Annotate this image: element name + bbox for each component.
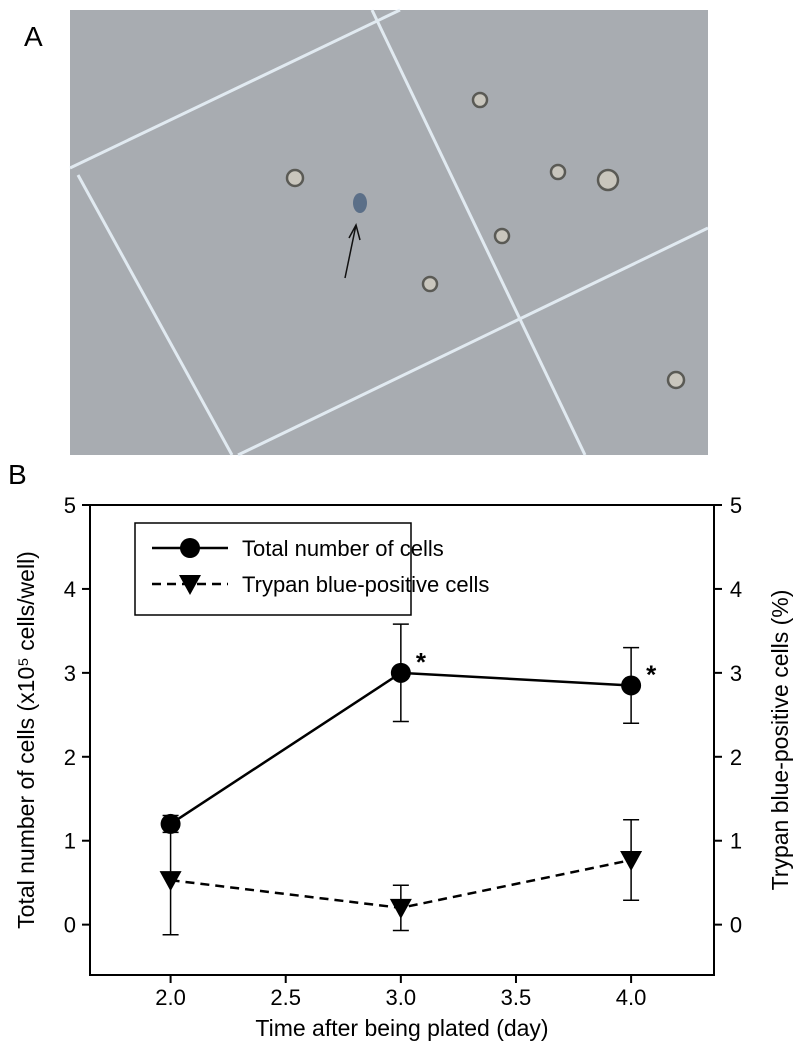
- plot-frame: [89, 504, 715, 976]
- x-tick-label: 2.0: [155, 985, 186, 1010]
- y2-tick-label: 4: [730, 577, 742, 602]
- x-axis-label: Time after being plated (day): [255, 1015, 548, 1041]
- annotation: *: [646, 659, 657, 689]
- micrograph: [69, 8, 709, 457]
- y2-tick-label: 2: [730, 745, 742, 770]
- annotation: *: [416, 647, 427, 677]
- marker: [159, 871, 182, 892]
- legend-label: Trypan blue-positive cells: [242, 572, 489, 597]
- stained-cell: [353, 193, 367, 213]
- x-tick-label: 4.0: [616, 985, 647, 1010]
- y-tick-label: 3: [64, 661, 76, 686]
- y-tick-label: 1: [64, 829, 76, 854]
- marker: [389, 898, 412, 919]
- y-tick-label: 0: [64, 913, 76, 938]
- x-tick-label: 3.0: [386, 985, 417, 1010]
- y2-tick-label: 1: [730, 829, 742, 854]
- panel-label: A: [24, 21, 43, 52]
- marker: [621, 675, 642, 696]
- legend-marker: [179, 575, 201, 595]
- y2-tick-label: 0: [730, 913, 742, 938]
- legend-marker: [180, 538, 200, 558]
- y-tick-label: 5: [64, 493, 76, 518]
- y-tick-label: 2: [64, 745, 76, 770]
- legend-box: [134, 522, 412, 616]
- x-tick-label: 3.5: [501, 985, 532, 1010]
- cells: [285, 91, 686, 390]
- y-axis-label: Total number of cells (x10⁵ cells/well): [13, 551, 39, 929]
- arrow: [344, 222, 361, 279]
- grid-lines-photo: [69, 8, 709, 457]
- panel-label: B: [8, 459, 27, 490]
- y2-tick-label: 3: [730, 661, 742, 686]
- micrograph-bg: [70, 10, 708, 455]
- y-tick-label: 4: [64, 577, 76, 602]
- y2-tick-label: 5: [730, 493, 742, 518]
- marker: [390, 662, 411, 683]
- legend-label: Total number of cells: [242, 536, 444, 561]
- marker: [620, 851, 643, 872]
- marker: [160, 813, 181, 834]
- x-tick-label: 2.5: [270, 985, 301, 1010]
- y2-axis-label: Trypan blue-positive cells (%): [767, 590, 793, 891]
